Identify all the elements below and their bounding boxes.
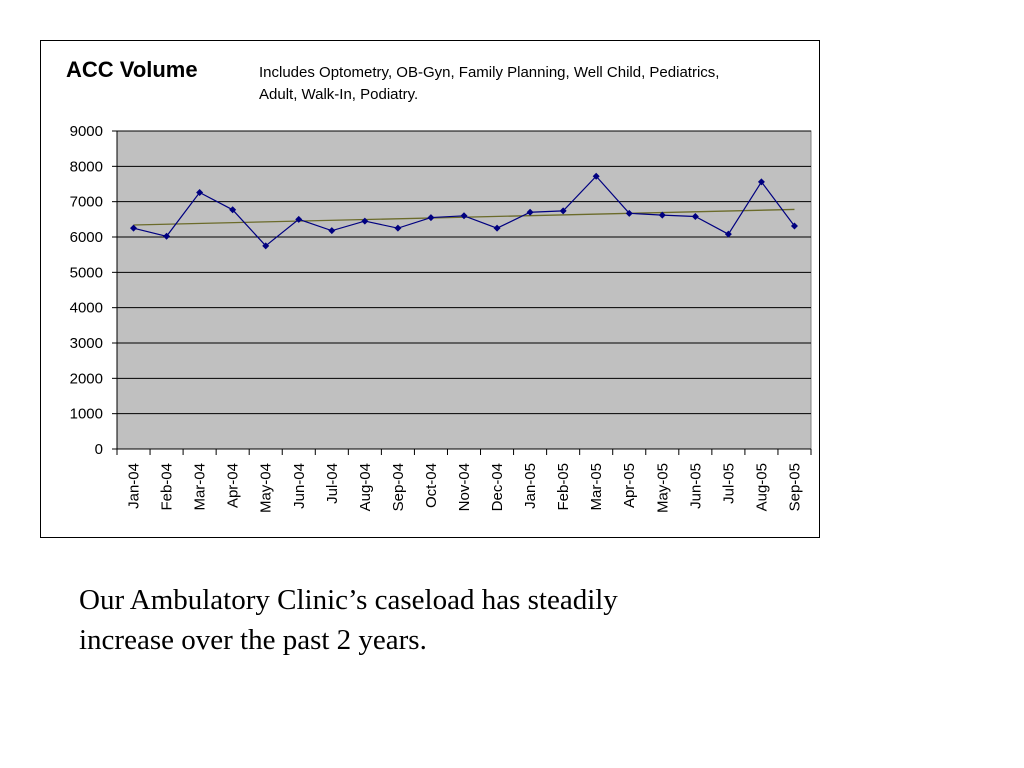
data-point (130, 224, 138, 232)
x-tick-label: Nov-04 (456, 463, 473, 511)
data-point (163, 232, 171, 240)
data-point (625, 209, 633, 217)
data-point (460, 212, 468, 220)
chart-title: ACC Volume (66, 57, 198, 82)
data-point (229, 206, 237, 214)
data-point (295, 215, 303, 223)
x-tick-label: Jun-04 (291, 463, 308, 509)
x-tick-label: Jul-04 (324, 463, 341, 504)
x-tick-label: Mar-04 (192, 463, 209, 511)
plot-area (116, 130, 812, 450)
line-chart: 0 1000 2000 3000 4000 5000 6000 7000 8000 9000 Jan… (70, 123, 812, 513)
x-tick-label: Jun-05 (687, 463, 704, 509)
x-tick-label: Sep-05 (786, 463, 803, 511)
data-point (526, 208, 534, 216)
y-tick-label: 1000 (70, 406, 103, 423)
data-point (724, 230, 732, 238)
data-point (361, 217, 369, 225)
x-tick-label: Apr-05 (621, 463, 638, 508)
caption-text: Our Ambulatory Clinic’s caseload has ste… (79, 584, 618, 656)
data-point (592, 172, 600, 180)
x-tick-label: Jul-05 (720, 463, 737, 504)
data-point (427, 214, 435, 222)
x-tick-label: Jan-05 (522, 463, 539, 509)
x-tick-label: Aug-05 (753, 463, 770, 511)
data-point (559, 207, 567, 215)
data-point (757, 178, 765, 186)
x-tick-label: Jan-04 (126, 463, 143, 509)
x-tick-label: Mar-05 (588, 463, 605, 511)
data-point (493, 224, 501, 232)
x-tick-label: May-05 (654, 463, 671, 513)
y-tick-label: 6000 (70, 229, 103, 246)
y-tick-label: 4000 (70, 300, 103, 317)
y-tick-label: 2000 (70, 370, 103, 387)
data-point (394, 224, 402, 232)
y-tick-label: 5000 (70, 264, 103, 281)
data-point (790, 222, 798, 230)
y-tick-label: 0 (95, 441, 103, 458)
x-tick-label: Oct-04 (423, 463, 440, 508)
y-tick-label: 8000 (70, 158, 103, 175)
x-tick-label: Feb-05 (555, 463, 572, 511)
data-point (658, 211, 666, 219)
data-point (262, 242, 270, 250)
y-tick-label: 7000 (70, 194, 103, 211)
y-tick-label: 9000 (70, 123, 103, 140)
x-tick-label: Sep-04 (390, 463, 407, 511)
x-tick-label: Apr-04 (225, 463, 242, 508)
chart-subtitle: Includes Optometry, OB-Gyn, Family Plann… (259, 64, 720, 103)
data-point (196, 188, 204, 196)
x-tick-label: May-04 (258, 463, 275, 513)
x-tick-label: Feb-04 (159, 463, 176, 511)
data-point (691, 213, 699, 221)
y-tick-label: 3000 (70, 335, 103, 352)
x-tick-label: Aug-04 (357, 463, 374, 511)
data-point (328, 227, 336, 235)
x-tick-label: Dec-04 (489, 463, 506, 511)
